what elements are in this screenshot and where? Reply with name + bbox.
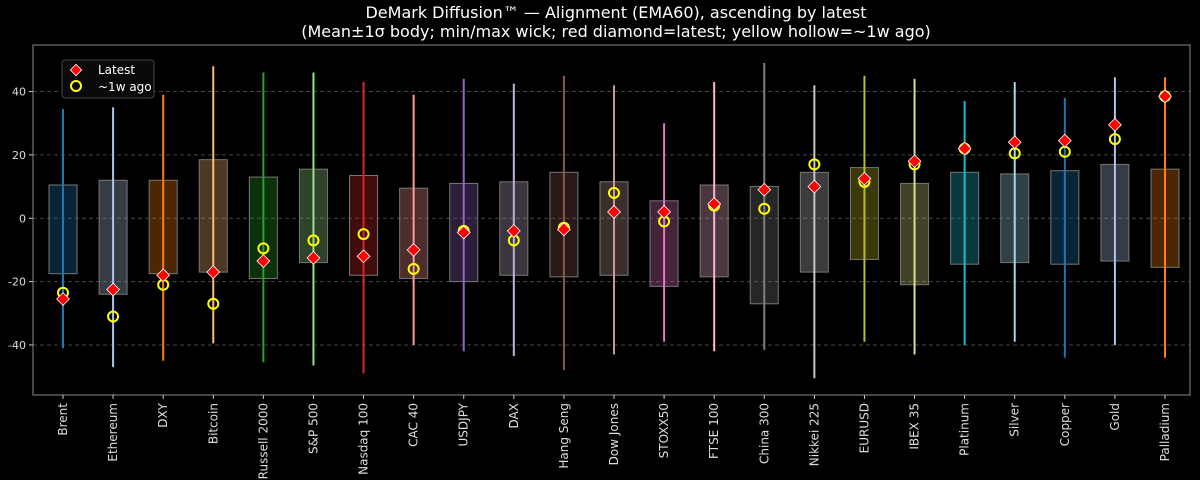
x-tick-label: EURUSD xyxy=(857,403,871,453)
latest-marker xyxy=(256,254,271,268)
y-tick-label: 20 xyxy=(12,149,26,162)
week-ago-marker xyxy=(758,202,771,215)
legend-box xyxy=(61,59,155,99)
y-tick-label: 0 xyxy=(19,212,26,225)
x-tick-label: Platinum xyxy=(958,403,972,456)
latest-marker xyxy=(106,282,121,297)
latest-marker xyxy=(306,250,321,265)
x-tick-label: Russell 2000 xyxy=(256,403,270,479)
x-tick-label: Dow Jones xyxy=(607,403,621,465)
latest-marker xyxy=(707,197,722,211)
x-tick-label: S&P 500 xyxy=(306,403,320,454)
week-ago-marker xyxy=(107,310,120,323)
legend-week-marker xyxy=(70,80,82,92)
week-ago-marker xyxy=(1108,133,1121,146)
x-tick-label: Copper xyxy=(1058,403,1072,446)
x-tick-label: Bitcoin xyxy=(206,403,220,444)
latest-marker xyxy=(757,182,772,197)
chart-marks xyxy=(48,63,1180,379)
x-tick-label: DAX xyxy=(507,403,521,428)
latest-marker xyxy=(456,225,471,240)
legend-latest-label: Latest xyxy=(98,63,135,77)
latest-marker xyxy=(406,243,421,257)
latest-marker xyxy=(506,223,521,238)
week-ago-marker xyxy=(608,186,620,199)
y-tick-label: -20 xyxy=(8,276,26,289)
legend: Latest ~1w ago xyxy=(61,59,155,99)
latest-marker xyxy=(1107,117,1122,132)
latest-marker xyxy=(156,268,171,283)
latest-marker xyxy=(1158,89,1172,104)
grid xyxy=(33,91,1190,346)
latest-marker xyxy=(1057,133,1072,148)
x-tick-label: Nasdaq 100 xyxy=(357,403,371,475)
latest-marker xyxy=(1007,135,1022,150)
x-tick-label: CAC 40 xyxy=(407,403,421,447)
latest-marker xyxy=(56,292,70,306)
x-tick-label: Palladium xyxy=(1158,403,1172,461)
x-tick-label: FTSE 100 xyxy=(707,403,721,459)
chart-subtitle: (Mean±1σ body; min/max wick; red diamond… xyxy=(301,22,931,41)
plot-frame xyxy=(32,44,1191,396)
x-tick-label: Brent xyxy=(56,403,70,436)
x-tick-label: Ethereum xyxy=(106,403,120,462)
latest-marker xyxy=(857,171,872,186)
latest-marker xyxy=(607,204,621,219)
x-tick-label: USDJPY xyxy=(457,402,471,446)
latest-marker xyxy=(957,141,972,156)
x-axis: Brent Ethereum DXY Bitcoin Russell 2000 S&P 5… xyxy=(56,395,1172,479)
x-tick-label: Nikkei 225 xyxy=(807,403,821,466)
week-ago-marker xyxy=(407,262,420,275)
x-tick-label: Gold xyxy=(1108,403,1122,431)
chart-title: DeMark Diffusion™ — Alignment (EMA60), a… xyxy=(365,3,866,22)
latest-marker xyxy=(907,154,922,169)
latest-marker xyxy=(356,249,371,264)
x-tick-label: Hang Seng xyxy=(557,403,571,469)
latest-marker xyxy=(206,265,221,280)
x-tick-label: DXY xyxy=(156,402,170,427)
week-ago-marker xyxy=(357,228,370,241)
week-ago-marker xyxy=(307,234,320,247)
y-tick-label: 40 xyxy=(12,86,26,99)
y-tick-label: -40 xyxy=(8,339,26,352)
y-axis: -40 -20 0 20 40 xyxy=(8,86,33,352)
x-tick-label: China 300 xyxy=(757,403,771,464)
latest-marker xyxy=(807,179,822,194)
x-tick-label: IBEX 35 xyxy=(908,403,922,450)
x-tick-label: STOXX50 xyxy=(657,403,671,458)
latest-marker xyxy=(657,204,672,219)
legend-latest-marker xyxy=(69,63,83,77)
latest-marker xyxy=(556,222,571,237)
week-ago-marker xyxy=(808,158,821,171)
legend-week-label: ~1w ago xyxy=(98,80,152,94)
week-ago-marker xyxy=(257,242,270,255)
week-ago-marker xyxy=(207,297,220,310)
x-tick-label: Silver xyxy=(1008,403,1022,437)
